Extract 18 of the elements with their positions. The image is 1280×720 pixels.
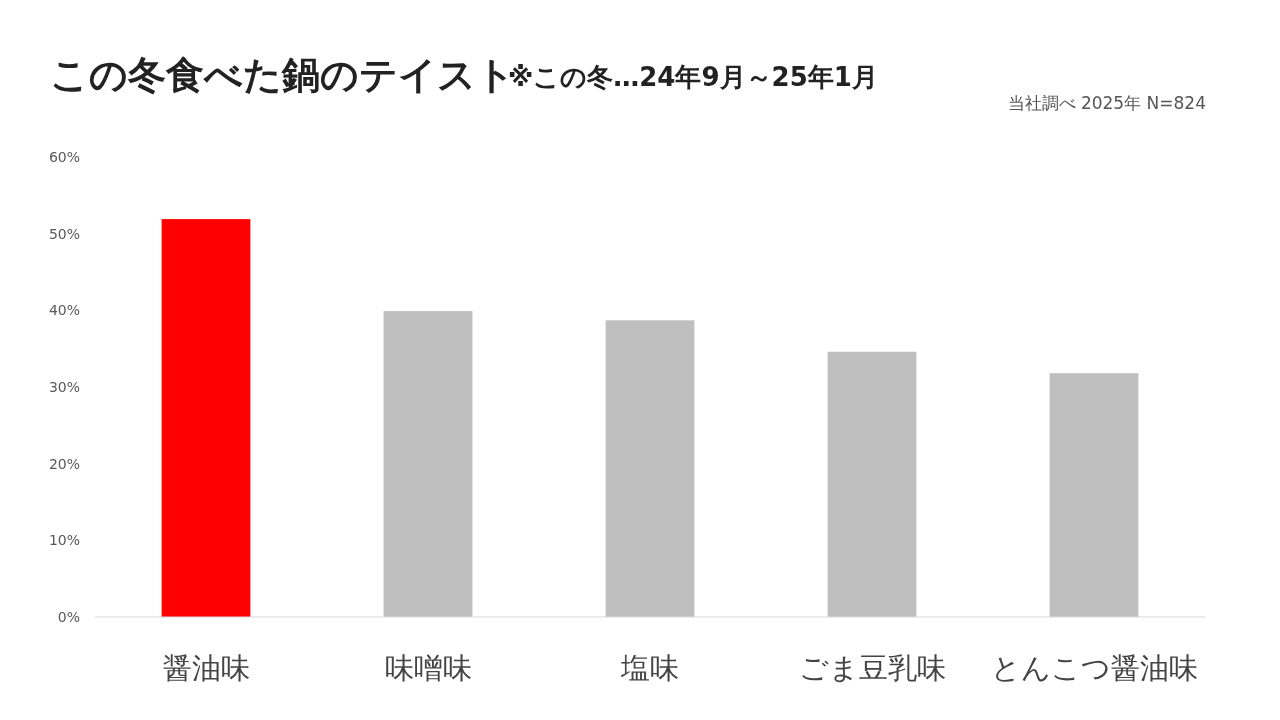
x-tick-label: ごま豆乳味 <box>798 651 946 685</box>
y-tick-label: 30% <box>48 379 80 395</box>
bar <box>1049 373 1139 617</box>
y-tick-label: 10% <box>48 532 80 549</box>
y-tick-label: 20% <box>48 455 80 472</box>
bar <box>383 311 473 617</box>
x-tick-label: とんこつ醤油味 <box>990 651 1198 685</box>
x-tick-label: 味噌味 <box>384 651 472 685</box>
bar <box>827 351 917 617</box>
y-tick-label: 40% <box>48 302 80 319</box>
x-tick-label: 塩味 <box>620 651 679 685</box>
bar <box>161 219 251 617</box>
y-tick-label: 50% <box>48 225 80 242</box>
x-tick-label: 醤油味 <box>162 651 250 685</box>
text: 当社調べ 2025年 N=824 <box>1007 93 1206 113</box>
y-tick-label: 60% <box>48 149 80 165</box>
bar <box>605 320 695 617</box>
y-tick-label: 0% <box>57 609 80 625</box>
